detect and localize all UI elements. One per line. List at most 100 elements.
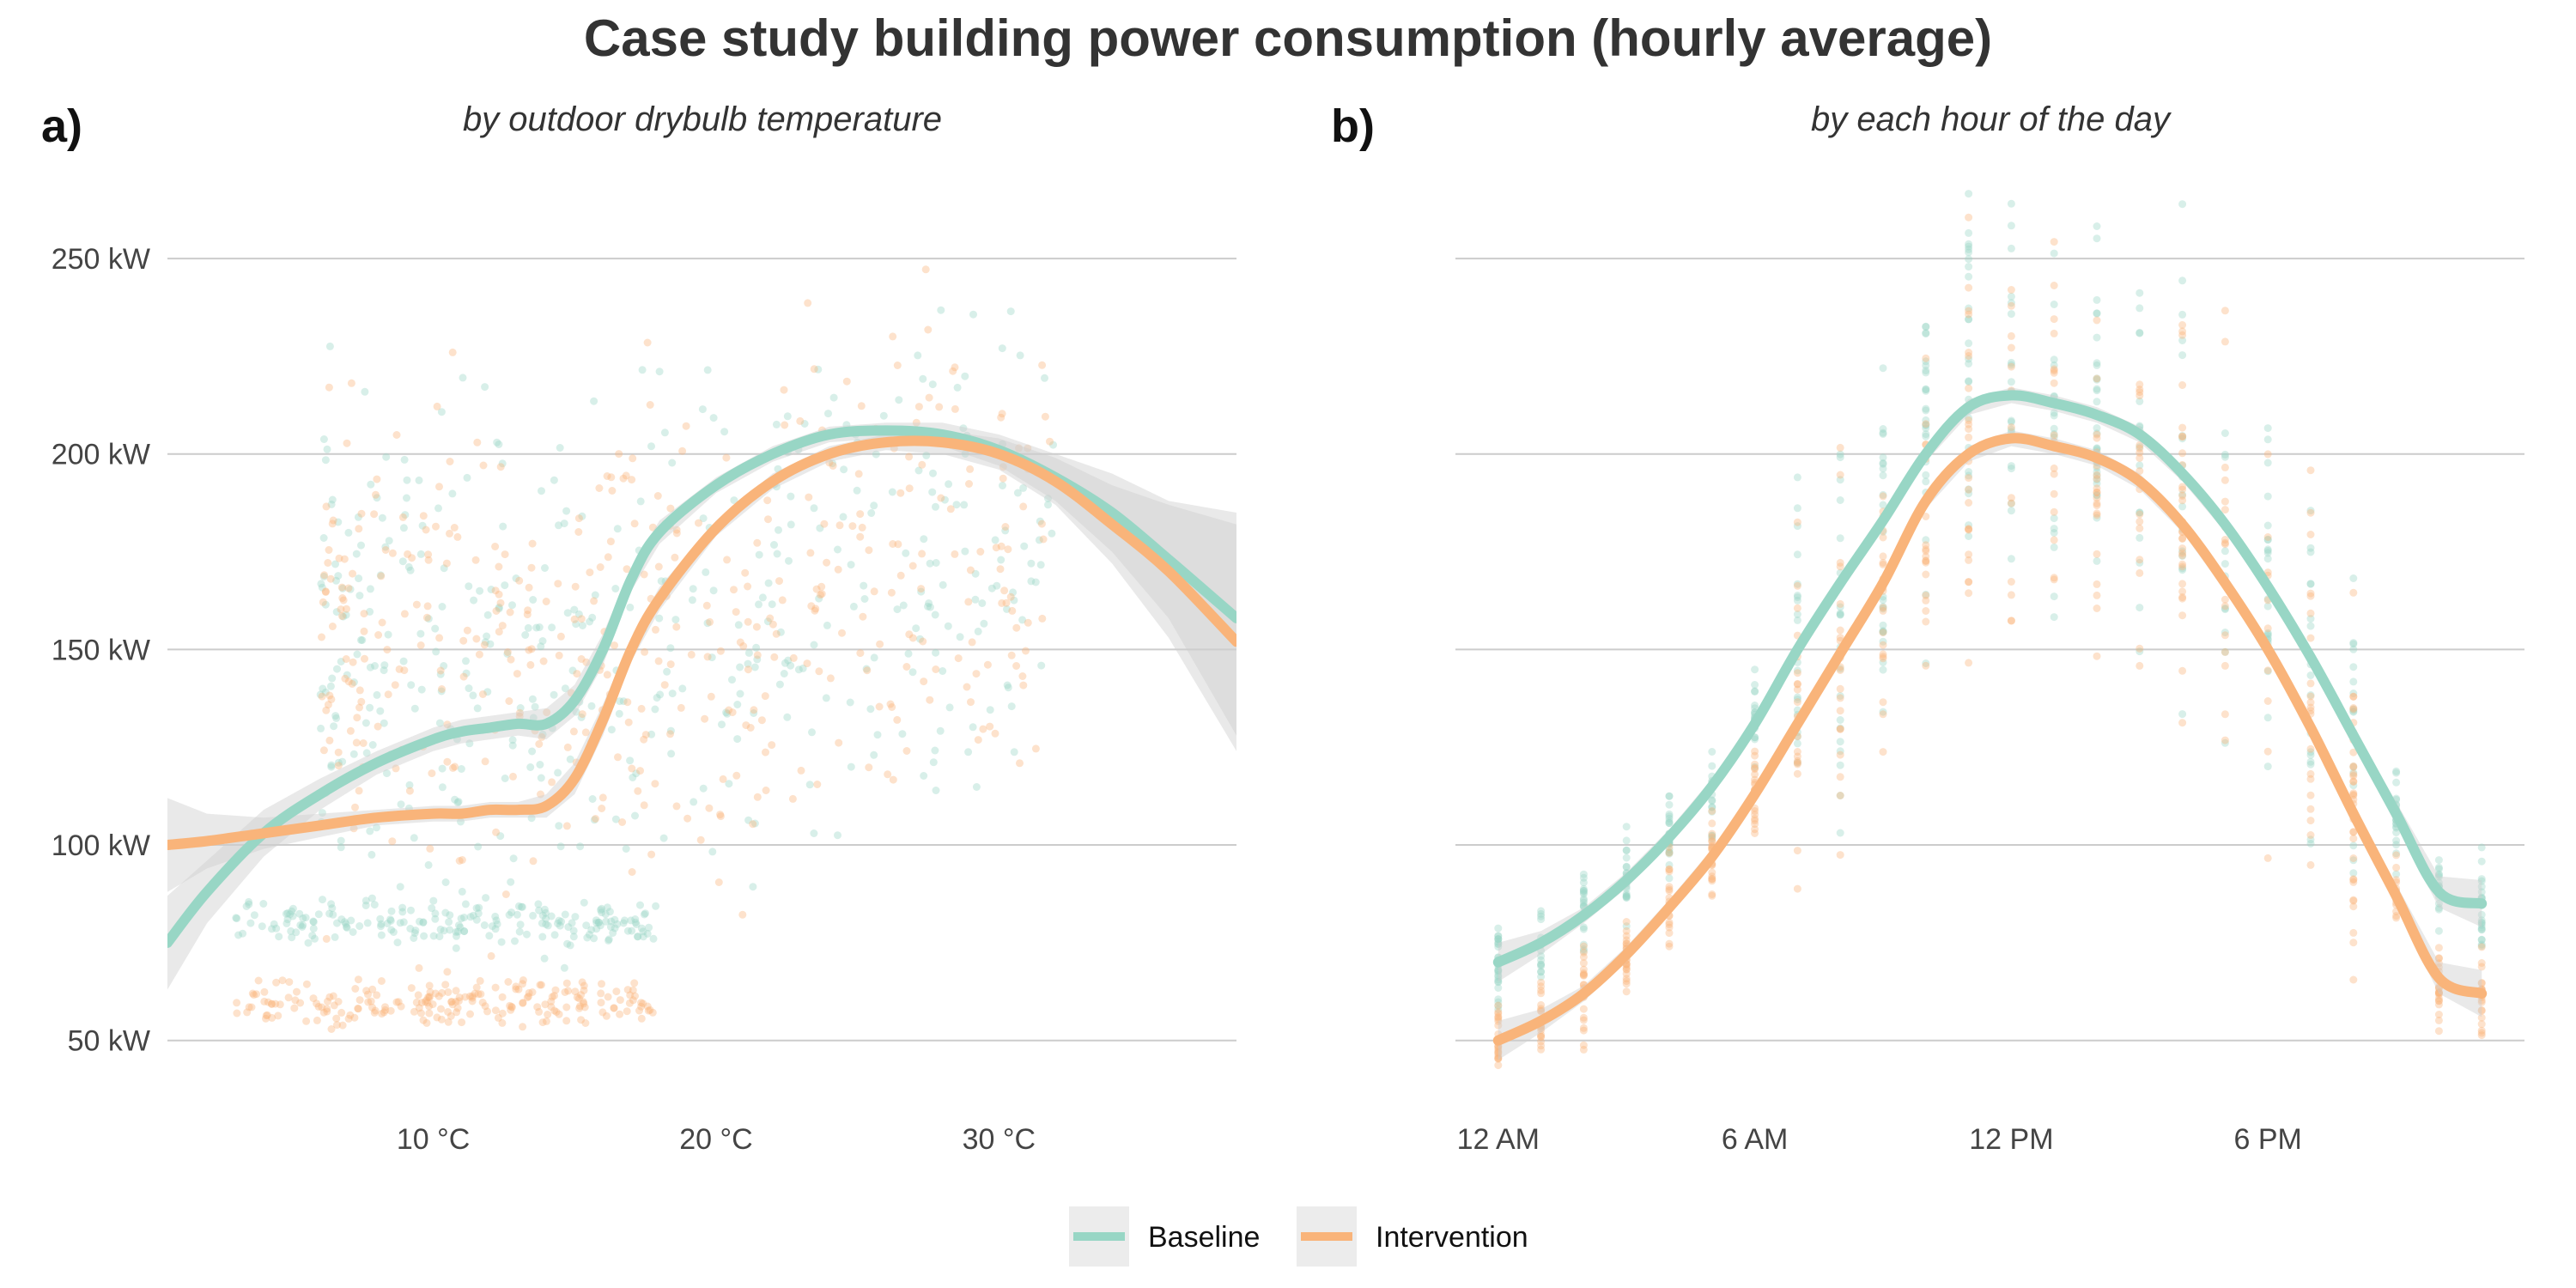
scatter-point [2050, 489, 2058, 498]
scatter-point [1879, 559, 1887, 567]
scatter-point [406, 925, 415, 933]
scatter-point [304, 939, 313, 947]
scatter-point [812, 585, 821, 593]
scatter-point [262, 1012, 270, 1020]
scatter-point [736, 638, 744, 647]
scatter-point [428, 1000, 437, 1009]
scatter-point [604, 993, 612, 1001]
scatter-point [595, 484, 604, 492]
scatter-point [1836, 603, 1844, 611]
scatter-point [2093, 489, 2101, 497]
scatter-point [548, 778, 556, 787]
scatter-point [521, 631, 530, 639]
scatter-point [393, 939, 402, 947]
scatter-point [462, 669, 471, 677]
scatter-point [610, 1004, 618, 1012]
scatter-point [569, 727, 578, 736]
scatter-point [623, 1007, 631, 1016]
scatter-point [663, 667, 671, 676]
scatter-point [506, 608, 514, 617]
scatter-point [951, 363, 959, 372]
scatter-point [626, 756, 635, 765]
scatter-point [2349, 939, 2358, 947]
scatter-point [578, 512, 586, 520]
scatter-point [445, 918, 453, 927]
scatter-point [1836, 707, 1844, 715]
scatter-point [468, 997, 477, 1005]
scatter-point [1037, 519, 1046, 528]
scatter-point [421, 998, 429, 1006]
scatter-point [1965, 414, 1973, 422]
scatter-point [2477, 942, 2486, 951]
scatter-point [2349, 791, 2358, 799]
y-tick-label: 200 kW [52, 439, 150, 471]
scatter-point [2050, 249, 2058, 258]
scatter-point [730, 586, 738, 594]
scatter-point [492, 916, 501, 925]
scatter-point [607, 917, 616, 926]
scatter-point [631, 918, 640, 927]
scatter-point [940, 495, 949, 504]
scatter-point [441, 981, 450, 989]
scatter-point [961, 547, 969, 556]
scatter-point [381, 1003, 389, 1012]
scatter-point [541, 908, 550, 917]
scatter-point [233, 914, 241, 923]
scatter-point [1708, 872, 1716, 881]
scatter-point [331, 560, 339, 568]
scatter-point [2434, 997, 2443, 1005]
scatter-point [1965, 352, 1973, 360]
scatter-point [785, 556, 793, 565]
scatter-point [2221, 736, 2229, 744]
scatter-point [1537, 1030, 1546, 1039]
scatter-point [554, 769, 562, 777]
scatter-point [959, 424, 968, 433]
scatter-point [1836, 773, 1844, 781]
scatter-point [2263, 762, 2272, 771]
scatter-point [781, 421, 789, 429]
scatter-point [1836, 724, 1844, 732]
scatter-point [380, 666, 388, 675]
scatter-point [438, 603, 447, 611]
scatter-point [1665, 866, 1674, 874]
scatter-point [1494, 939, 1503, 948]
scatter-point [493, 438, 501, 447]
scatter-point [1965, 255, 1973, 264]
scatter-point [628, 764, 636, 773]
scatter-point [380, 1008, 388, 1017]
scatter-point [492, 828, 501, 836]
scatter-point [362, 987, 371, 995]
panel-b-tag: b) [1331, 100, 1375, 152]
scatter-point [426, 988, 434, 996]
scatter-point [2007, 555, 2015, 563]
scatter-point [2007, 244, 2015, 252]
scatter-point [1039, 535, 1048, 544]
scatter-point [477, 990, 485, 999]
scatter-point [847, 762, 855, 771]
scatter-point [997, 542, 1005, 550]
scatter-point [1922, 591, 1930, 599]
scatter-point [657, 577, 665, 586]
scatter-point [860, 595, 869, 603]
scatter-point [2477, 916, 2486, 925]
scatter-point [644, 1006, 653, 1015]
scatter-point [929, 758, 938, 767]
scatter-point [332, 1014, 341, 1023]
scatter-point [2349, 640, 2358, 648]
scatter-point [1494, 932, 1503, 940]
scatter-point [577, 991, 586, 999]
scatter-point [1494, 924, 1503, 933]
scatter-point [1036, 561, 1045, 569]
scatter-point [808, 728, 816, 737]
scatter-point [354, 1005, 362, 1013]
scatter-point [361, 654, 368, 663]
scatter-point [918, 550, 927, 558]
scatter-point [2136, 443, 2144, 452]
scatter-point [1007, 702, 1016, 711]
scatter-point [538, 732, 546, 741]
scatter-point [914, 466, 923, 475]
scatter-point [1579, 887, 1588, 895]
scatter-point [328, 495, 337, 504]
scatter-point [368, 894, 376, 902]
